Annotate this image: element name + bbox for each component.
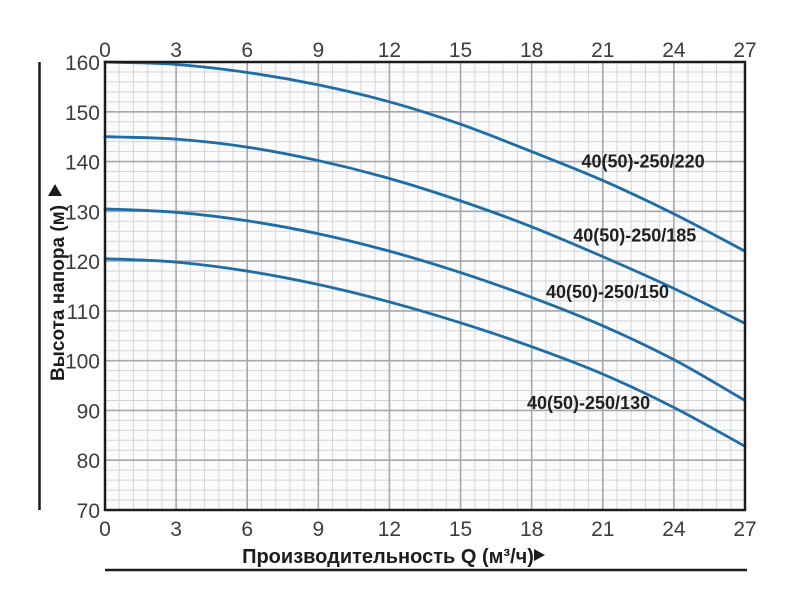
x-tick-label-top: 12	[378, 39, 401, 62]
plot-area	[105, 62, 745, 510]
curves-layer	[103, 60, 747, 448]
x-tick-label-top: 24	[662, 39, 686, 62]
x-tick-label-top: 21	[591, 39, 614, 62]
curve-label-0: 40(50)-250/220	[582, 152, 705, 172]
x-tick-label-bottom: 27	[733, 518, 756, 541]
up-arrow-icon	[48, 184, 62, 196]
y-tick-label: 70	[77, 500, 100, 523]
y-axis-title: Высота напора (м)	[48, 205, 69, 381]
x-tick-label-top: 9	[312, 39, 324, 62]
x-tick-label-bottom: 9	[312, 518, 324, 541]
y-tick-label: 120	[65, 251, 100, 274]
y-tick-label: 160	[65, 52, 100, 75]
x-tick-label-bottom: 3	[170, 518, 182, 541]
curve-labels-layer: 40(50)-250/220 40(50)-250/185 40(50)-250/1…	[527, 152, 705, 413]
x-tick-label-top: 18	[520, 39, 543, 62]
pump-curve-3	[103, 257, 747, 448]
y-tick-label: 110	[67, 301, 100, 324]
x-tick-label-bottom: 12	[378, 518, 401, 541]
x-tick-label-bottom: 18	[520, 518, 543, 541]
curve-label-1: 40(50)-250/185	[573, 226, 696, 246]
x-tick-label-bottom: 15	[449, 518, 472, 541]
pump-curve-2	[103, 207, 747, 402]
x-tick-label-bottom: 6	[241, 518, 253, 541]
y-tick-label: 90	[77, 400, 100, 423]
curve-label-2: 40(50)-250/150	[546, 282, 669, 302]
x-tick-label-bottom: 24	[662, 518, 686, 541]
x-axis-title: Производительность Q (м³/ч)	[242, 546, 534, 568]
curve-label-3: 40(50)-250/130	[527, 393, 650, 413]
x-tick-label-top: 0	[99, 39, 111, 62]
y-tick-label: 150	[65, 102, 100, 125]
x-tick-label-top: 27	[733, 39, 756, 62]
x-tick-label-top: 6	[241, 39, 253, 62]
x-tick-label-top: 15	[449, 39, 472, 62]
y-tick-label: 130	[65, 201, 100, 224]
y-tick-label: 100	[65, 351, 100, 374]
x-tick-label-bottom: 0	[99, 518, 111, 541]
x-tick-label-top: 3	[170, 39, 182, 62]
y-tick-label: 80	[77, 450, 100, 473]
y-tick-label: 140	[65, 152, 100, 175]
right-arrow-icon	[534, 549, 545, 561]
pump-curve-0	[103, 60, 747, 253]
x-tick-label-bottom: 21	[591, 518, 614, 541]
pump-curve-1	[103, 135, 747, 325]
plot-border	[103, 60, 747, 512]
tick-labels-layer: 0 0 3 3 6 6 9 9 12 12 15 15 18 18 21 21 24 24 27 27 70 80 90 10…	[65, 39, 757, 541]
